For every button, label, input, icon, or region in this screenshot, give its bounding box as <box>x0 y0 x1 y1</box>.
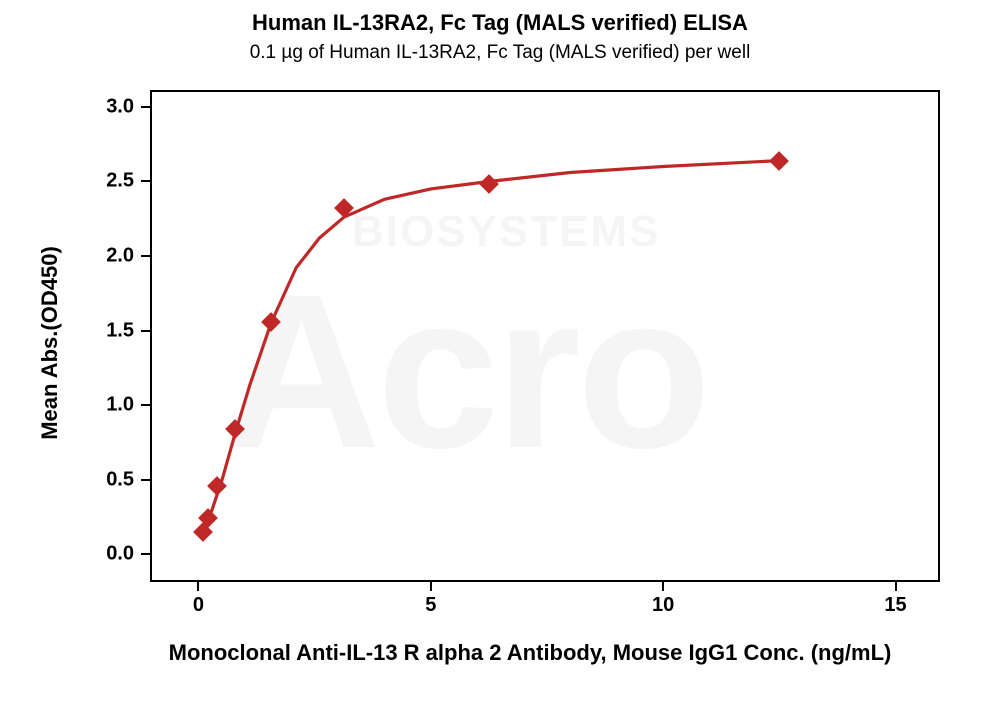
y-tick <box>141 404 151 406</box>
y-tick-label: 2.5 <box>106 170 134 193</box>
chart-subtitle: 0.1 µg of Human IL-13RA2, Fc Tag (MALS v… <box>0 42 1000 64</box>
plot-area: BIOSYSTEMS Acro 0.00.51.01.52.02.53.0051… <box>150 90 940 582</box>
x-tick-label: 5 <box>425 594 436 617</box>
y-tick <box>141 180 151 182</box>
elisa-chart: Human IL-13RA2, Fc Tag (MALS verified) E… <box>0 0 1000 702</box>
y-tick <box>141 330 151 332</box>
y-tick <box>141 553 151 555</box>
y-tick-label: 2.0 <box>106 245 134 268</box>
curve-svg <box>152 92 942 584</box>
x-tick-label: 0 <box>193 594 204 617</box>
y-tick-label: 0.0 <box>106 543 134 566</box>
x-tick <box>662 581 664 591</box>
y-tick <box>141 479 151 481</box>
y-axis-label: Mean Abs.(OD450) <box>37 243 63 443</box>
y-tick <box>141 106 151 108</box>
fit-curve <box>203 161 779 534</box>
x-tick <box>197 581 199 591</box>
y-tick <box>141 255 151 257</box>
y-tick-label: 1.0 <box>106 394 134 417</box>
y-tick-label: 3.0 <box>106 95 134 118</box>
y-tick-label: 0.5 <box>106 468 134 491</box>
x-tick <box>895 581 897 591</box>
x-tick-label: 15 <box>884 594 906 617</box>
x-tick-label: 10 <box>652 594 674 617</box>
chart-title: Human IL-13RA2, Fc Tag (MALS verified) E… <box>0 10 1000 36</box>
x-axis-label: Monoclonal Anti-IL-13 R alpha 2 Antibody… <box>80 640 980 666</box>
x-tick <box>430 581 432 591</box>
y-tick-label: 1.5 <box>106 319 134 342</box>
